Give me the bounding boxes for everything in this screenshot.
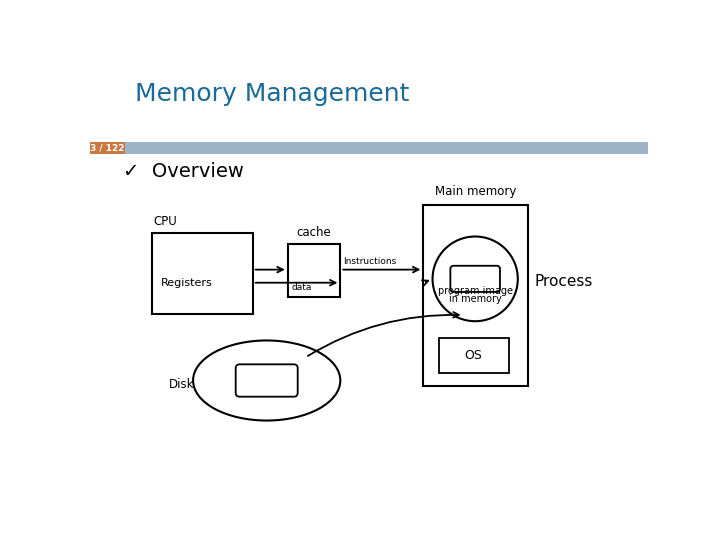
Text: OS: OS — [464, 349, 482, 362]
Text: Main memory: Main memory — [435, 185, 516, 198]
Bar — [438, 338, 508, 373]
Text: Registers: Registers — [161, 278, 213, 288]
Bar — [90, 142, 125, 154]
Bar — [152, 233, 253, 314]
Circle shape — [433, 237, 518, 321]
Ellipse shape — [193, 340, 341, 421]
Text: cache: cache — [297, 226, 331, 239]
Text: Memory Management: Memory Management — [135, 82, 410, 106]
Text: Disk: Disk — [169, 378, 194, 391]
FancyBboxPatch shape — [451, 266, 500, 292]
Text: data: data — [292, 282, 312, 292]
Bar — [423, 205, 528, 386]
Bar — [125, 142, 648, 154]
FancyBboxPatch shape — [235, 364, 297, 397]
Bar — [287, 244, 341, 296]
Text: ✓  Overview: ✓ Overview — [122, 161, 243, 180]
Text: Process: Process — [534, 274, 593, 289]
Text: Instructions: Instructions — [343, 257, 397, 266]
Text: CPU: CPU — [153, 215, 177, 228]
Text: in memory: in memory — [449, 294, 502, 304]
Text: 3 / 122: 3 / 122 — [90, 144, 125, 152]
Text: program image: program image — [438, 286, 513, 296]
